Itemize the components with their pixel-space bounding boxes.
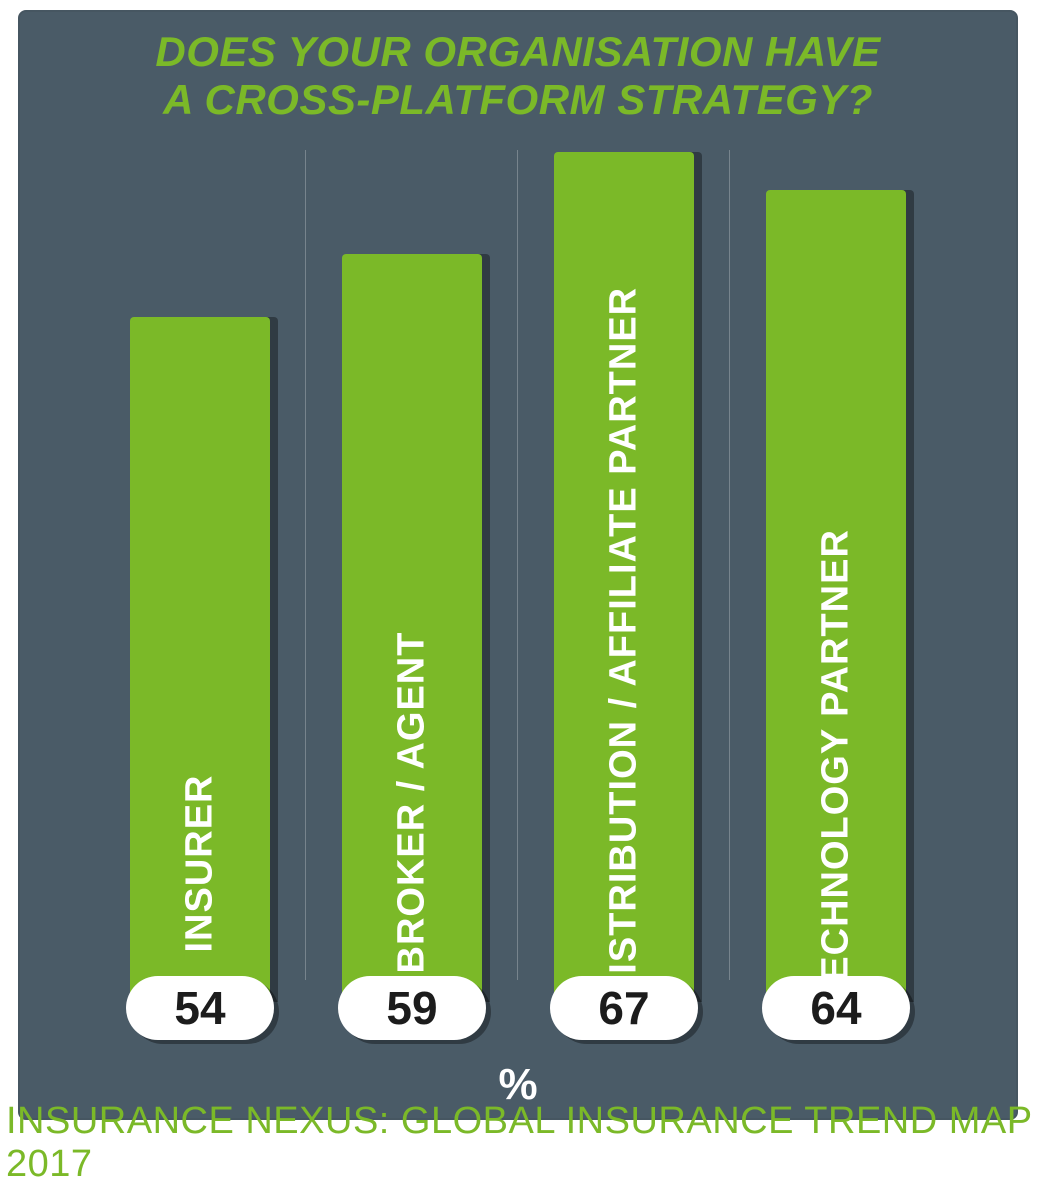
chart-title-line1: DOES YOUR ORGANISATION HAVE <box>58 28 978 76</box>
bar: BROKER / AGENT <box>342 254 482 1003</box>
bar-slot: TECHNOLOGY PARTNER64 <box>761 150 911 1040</box>
bar-slot: INSURER 54 <box>125 150 275 1040</box>
bar-label: DISTRIBUTION / AFFILIATE PARTNER <box>603 287 646 1002</box>
footer-source: INSURANCE NEXUS: GLOBAL INSURANCE TREND … <box>6 1100 1037 1186</box>
bar-label: TECHNOLOGY PARTNER <box>815 529 858 1006</box>
divider <box>517 150 518 980</box>
chart-title: DOES YOUR ORGANISATION HAVE A CROSS-PLAT… <box>18 10 1018 135</box>
bar-label: BROKER / AGENT <box>391 631 434 973</box>
divider <box>305 150 306 980</box>
value-pill: 64 <box>762 976 910 1040</box>
chart-title-line2: A CROSS-PLATFORM STRATEGY? <box>58 76 978 124</box>
bar: DISTRIBUTION / AFFILIATE PARTNER <box>554 152 694 1002</box>
bar-label: INSURER <box>179 774 222 952</box>
chart-area: INSURER 54 BROKER / AGENT59 DISTRIBUTION / … <box>18 150 1018 1040</box>
chart-panel: DOES YOUR ORGANISATION HAVE A CROSS-PLAT… <box>18 10 1018 1120</box>
value-pill: 54 <box>126 976 274 1040</box>
bar: TECHNOLOGY PARTNER <box>766 190 906 1002</box>
bar: INSURER <box>130 317 270 1002</box>
bar-slot: BROKER / AGENT59 <box>337 150 487 1040</box>
bar-slot: DISTRIBUTION / AFFILIATE PARTNER67 <box>549 150 699 1040</box>
value-pill: 67 <box>550 976 698 1040</box>
canvas: DOES YOUR ORGANISATION HAVE A CROSS-PLAT… <box>0 0 1037 1200</box>
value-pill: 59 <box>338 976 486 1040</box>
divider <box>729 150 730 980</box>
